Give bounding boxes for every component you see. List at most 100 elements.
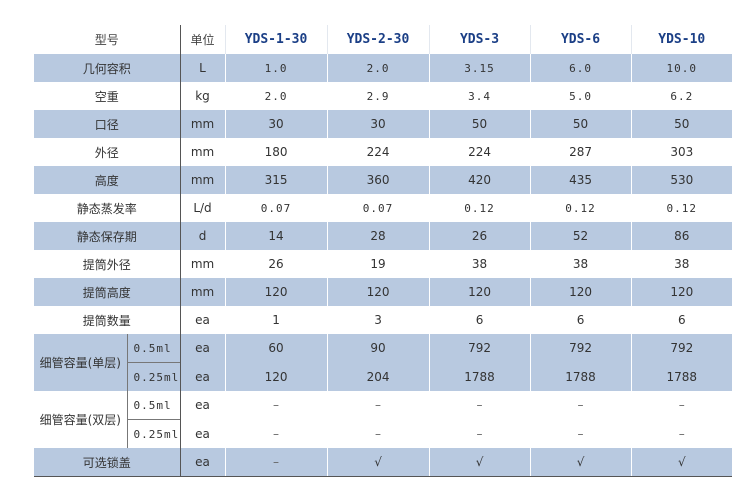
cell-value: 0.12 [428,194,531,222]
row-label: 口径 [34,110,181,138]
cell-value: 10.0 [630,54,733,82]
row-unit: mm [179,250,226,278]
cell-value: 90 [326,334,430,363]
header-model: YDS-10 [630,25,733,54]
cell-value: 204 [326,362,430,391]
header-model: YDS-2-30 [326,25,430,54]
cell-value: 50 [428,110,531,138]
cell-value: 14 [224,222,328,250]
cell-value: √ [529,448,632,477]
cell-value: 6.0 [529,54,632,82]
row-unit: mm [179,138,226,166]
header-unit: 单位 [179,25,226,54]
cell-value: 1788 [630,362,733,391]
cell-value: 26 [224,250,328,278]
row-unit: ea [179,306,226,334]
sub-label: 0.5ml [126,391,181,420]
cell-value: 30 [224,110,328,138]
cell-value: 120 [428,278,531,306]
cell-value: 19 [326,250,430,278]
cell-value: 38 [630,250,733,278]
table-row: 外径 mm 180 224 224 287 303 [34,138,733,166]
header-model: YDS-6 [529,25,632,54]
cell-value: 180 [224,138,328,166]
cell-value: 0.12 [630,194,733,222]
table-row: 口径 mm 30 30 50 50 50 [34,110,733,138]
cell-value: 435 [529,166,632,194]
row-label: 提筒高度 [34,278,181,306]
group-label: 细管容量(双层) [39,413,121,427]
sub-label: 0.5ml [126,334,181,363]
cell-value: 30 [326,110,430,138]
table-row: 提筒外径 mm 26 19 38 38 38 [34,250,733,278]
row-unit: L [179,54,226,82]
cell-value: 0.07 [224,194,328,222]
table-row: 几何容积 L 1.0 2.0 3.15 6.0 10.0 [34,54,733,82]
sub-label: 0.25ml [126,362,181,391]
cell-value: 1788 [428,362,531,391]
table-row: 细管容量(双层) 0.5ml ea – – – – – [34,391,733,427]
cell-value: 6 [529,306,632,334]
cell-value: – [529,419,632,448]
row-label: 静态保存期 [34,222,181,250]
row-unit: ea [179,391,226,420]
cell-value: 120 [529,278,632,306]
table-row: 0.25ml ea – – – – – [34,419,733,448]
cell-value: 303 [630,138,733,166]
cell-value: 1788 [529,362,632,391]
table-row: 细管容量(单层) 0.5ml ea 60 90 792 792 792 [34,334,733,391]
cell-value: 28 [326,222,430,250]
cell-value: 120 [630,278,733,306]
cell-value: 38 [428,250,531,278]
row-label: 外径 [94,145,119,160]
row-unit: mm [179,110,226,138]
cell-value: – [326,419,430,448]
cell-value: 120 [224,362,328,391]
cell-value: 1.0 [224,54,328,82]
cell-value: 0.07 [326,194,430,222]
cell-value: – [326,391,430,420]
cell-value: – [630,419,733,448]
cell-value: – [529,391,632,420]
table-row: 静态保存期 d 14 28 26 52 86 [34,222,733,250]
cell-value: 52 [529,222,632,250]
cell-value: 3.4 [428,82,531,110]
cell-value: 60 [224,334,328,363]
cell-value: 224 [326,138,430,166]
cell-value: – [630,391,733,420]
row-unit: L/d [179,194,226,222]
cell-value: 1 [224,306,328,334]
spec-table: 型号 单位 YDS-1-30 YDS-2-30 YDS-3 YDS-6 YDS-… [34,25,733,477]
row-unit: ea [179,334,226,363]
cell-value: 120 [326,278,430,306]
cell-value: 530 [630,166,733,194]
sub-label: 0.25ml [126,419,181,448]
row-label: 几何容积 [34,54,181,82]
row-label: 可选锁盖 [34,448,181,477]
cell-value: 2.0 [224,82,328,110]
row-unit: mm [179,166,226,194]
cell-value: 3.15 [428,54,531,82]
header-model: YDS-1-30 [224,25,328,54]
cell-value: 38 [529,250,632,278]
cell-value: 792 [630,334,733,363]
cell-value: – [224,419,328,448]
header-model: YDS-3 [428,25,531,54]
row-label: 提筒外径 [82,257,131,272]
cell-value: 6.2 [630,82,733,110]
cell-value: 224 [428,138,531,166]
cell-value: – [428,391,531,420]
cell-value: 420 [428,166,531,194]
cell-value: 0.12 [529,194,632,222]
cell-value: 3 [326,306,430,334]
row-label: 空重 [94,89,119,104]
row-unit: d [179,222,226,250]
group-label: 细管容量(单层) [34,334,127,391]
cell-value: √ [428,448,531,477]
header-row: 型号 单位 YDS-1-30 YDS-2-30 YDS-3 YDS-6 YDS-… [34,25,733,54]
table-row: 高度 mm 315 360 420 435 530 [34,166,733,194]
table-row: 提筒数量 ea 1 3 6 6 6 [34,306,733,334]
cell-value: 287 [529,138,632,166]
cell-value: – [428,419,531,448]
cell-value: 360 [326,166,430,194]
